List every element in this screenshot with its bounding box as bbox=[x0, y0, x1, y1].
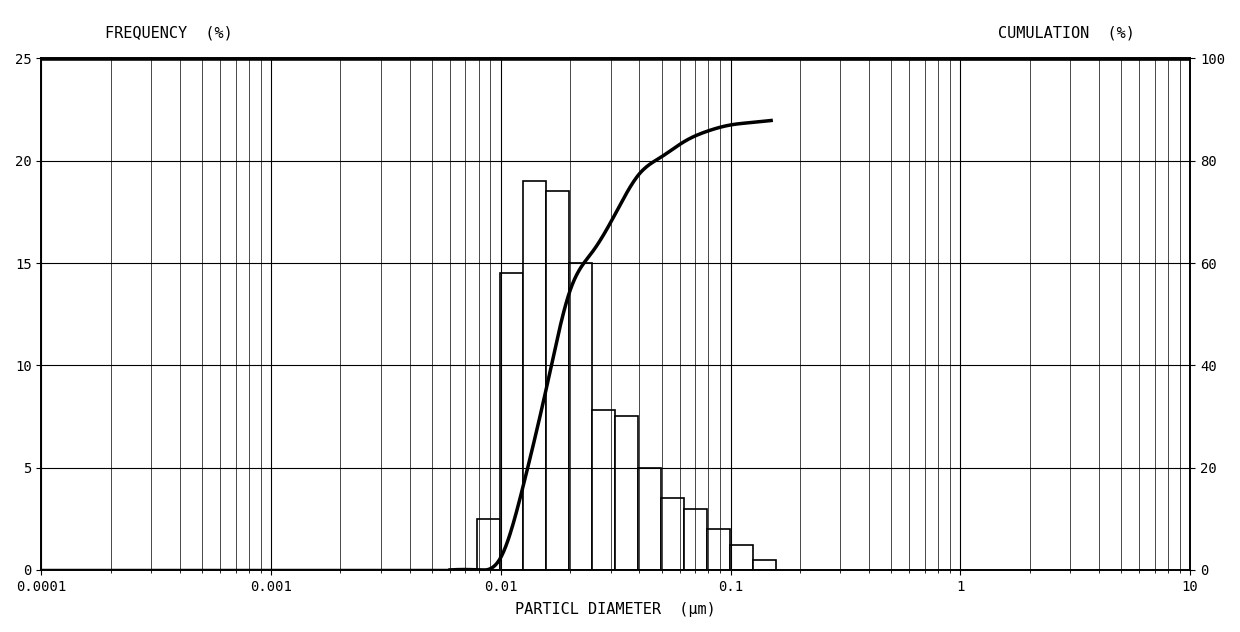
Bar bbox=[753, 560, 776, 570]
Bar bbox=[661, 498, 684, 570]
Bar bbox=[477, 519, 501, 570]
Bar bbox=[523, 181, 547, 570]
Bar bbox=[730, 545, 753, 570]
Bar bbox=[569, 263, 593, 570]
Bar bbox=[546, 191, 569, 570]
Bar bbox=[707, 529, 730, 570]
Bar bbox=[684, 509, 707, 570]
Bar bbox=[639, 468, 661, 570]
Text: FREQUENCY  (%): FREQUENCY (%) bbox=[105, 25, 233, 40]
Bar bbox=[591, 410, 615, 570]
Bar bbox=[500, 273, 523, 570]
Bar bbox=[615, 416, 639, 570]
Text: CUMULATION  (%): CUMULATION (%) bbox=[998, 25, 1135, 40]
X-axis label: PARTICL DIAMETER  (μm): PARTICL DIAMETER (μm) bbox=[516, 602, 717, 617]
